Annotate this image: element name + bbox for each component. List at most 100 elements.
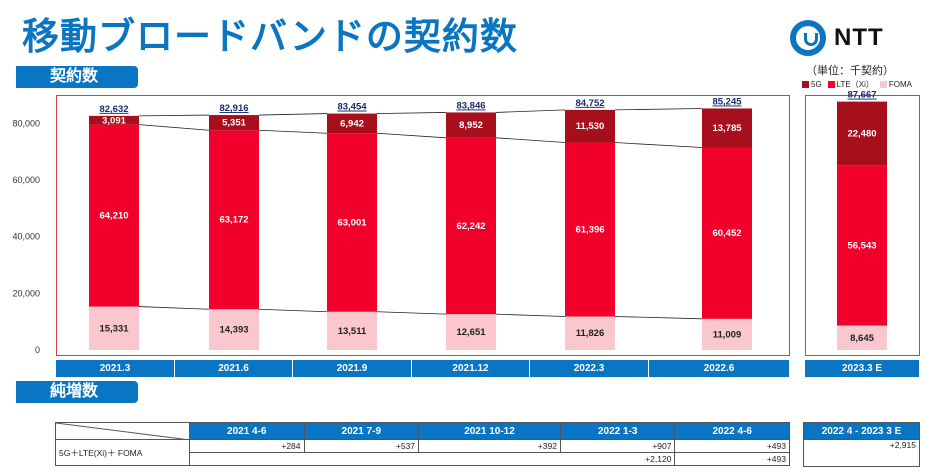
bar-segment-5g (327, 113, 377, 134)
data-label: 8,645 (850, 333, 874, 344)
connector-line-top (614, 108, 703, 111)
total-label: 87,667 (847, 90, 876, 101)
bar-segment-5g (565, 109, 615, 143)
connector-line-lte (495, 137, 566, 143)
net-table-corner-cell (55, 422, 190, 440)
connector-line-foma (258, 308, 328, 313)
bar-segment-ltexi (446, 137, 496, 315)
total-label: 85,245 (712, 96, 742, 107)
connector-line-top (376, 112, 447, 114)
net-table-cell: +392 (418, 439, 561, 453)
net-forecast-header-row: 2022 4 - 2023 3 E (803, 422, 920, 440)
net-table-row-quarterly: 5G＋LTE(Xi)＋ FOMA +284 +537 +392 +907 +49… (55, 439, 790, 466)
data-label: 13,785 (712, 123, 742, 134)
data-label: 3,091 (102, 115, 126, 126)
connector-line-foma (614, 316, 703, 320)
net-table-row-label: 5G＋LTE(Xi)＋ FOMA (55, 439, 190, 466)
data-label: 15,331 (99, 323, 129, 334)
y-tick-label: 20,000 (12, 288, 40, 298)
connector-line-foma (376, 311, 447, 315)
data-label: 14,393 (219, 325, 248, 336)
data-label: 6,942 (340, 118, 364, 129)
data-label: 61,396 (575, 225, 604, 236)
net-table-header: 2022 1-3 (559, 422, 676, 440)
net-table-row-annual: +2,120 +493 (56, 452, 790, 466)
total-label: 84,752 (575, 98, 604, 109)
bar-segment-foma (327, 311, 377, 350)
total-label: 83,846 (456, 100, 485, 111)
net-table-cell-fy2021: +2,120 (188, 452, 676, 466)
bar-segment-foma (565, 316, 615, 350)
bar-segment-5g (209, 115, 259, 131)
y-tick-label: 0 (35, 345, 40, 355)
legend-label-5g: 5G (811, 80, 822, 89)
total-label: 82,632 (99, 104, 128, 115)
section-tab-contracts: 契約数 (16, 66, 138, 88)
data-label: 11,530 (576, 121, 605, 132)
net-table-cell: +537 (303, 439, 420, 453)
net-table-cell-fy2022: +493 (674, 452, 790, 466)
bar-segment-ltexi (702, 147, 752, 319)
data-label: 12,651 (456, 327, 486, 338)
data-label: 63,172 (219, 215, 248, 226)
period-label-2021-6: 2021.6 (175, 360, 293, 377)
data-label: 8,952 (459, 120, 483, 131)
bar-segment-foma (209, 309, 259, 350)
data-label: 56,543 (847, 240, 876, 251)
net-table-header: 2021 7-9 (303, 422, 420, 440)
section-tab-net-additions: 純増数 (16, 381, 138, 403)
legend-swatch-foma (879, 81, 887, 88)
data-label: 62,242 (456, 221, 485, 232)
bar-segment-5g (702, 108, 752, 148)
bar-segment-5g (837, 101, 887, 166)
bar-segment-foma (837, 325, 887, 350)
y-tick-label: 80,000 (12, 118, 40, 128)
net-table-cell: +493 (674, 439, 790, 453)
total-label: 82,916 (219, 103, 248, 114)
net-table-cell: +907 (559, 439, 676, 453)
connector-line-lte (138, 124, 210, 131)
data-label: 64,210 (99, 211, 128, 222)
legend-label-foma: FOMA (888, 80, 912, 89)
legend-swatch-lte (827, 81, 835, 88)
data-label: 60,452 (712, 228, 741, 239)
connector-line-foma (138, 306, 210, 310)
legend-item-lte: LTE（Xi） (827, 79, 874, 90)
connector-line-top (138, 114, 210, 117)
logo-text: NTT (834, 24, 884, 51)
ntt-logo: NTT (790, 18, 910, 58)
period-label-2021-3: 2021.3 (56, 360, 175, 377)
legend-swatch-5g (802, 81, 809, 88)
connector-line-lte (258, 129, 328, 134)
net-additions-forecast-table: 2022 4 - 2023 3 E +2,915 (803, 422, 920, 467)
bar-segment-ltexi (89, 124, 139, 307)
data-label: 22,480 (847, 128, 876, 139)
chart-panel-main (56, 95, 790, 356)
bar-segment-ltexi (209, 130, 259, 310)
data-label: 11,009 (713, 329, 742, 340)
bar-segment-foma (702, 318, 752, 350)
period-label-2022-6: 2022.6 (649, 360, 790, 377)
period-label-2023-3-e: 2023.3 E (805, 360, 920, 377)
connector-line-top (495, 109, 566, 113)
connector-line-foma (495, 313, 566, 317)
net-forecast-row: +2,915 (803, 439, 920, 467)
net-additions-table: 2021 4-6 2021 7-9 2021 10-12 2022 1-3 20… (55, 422, 790, 466)
net-table-header: 2021 10-12 (418, 422, 561, 440)
net-table-header: 2022 4-6 (674, 422, 790, 440)
net-table-header-row: 2021 4-6 2021 7-9 2021 10-12 2022 1-3 20… (55, 422, 790, 440)
bar-segment-5g (446, 112, 496, 138)
bar-segment-5g (89, 115, 139, 125)
bar-segment-foma (446, 314, 496, 350)
y-tick-label: 40,000 (12, 232, 40, 242)
data-label: 13,511 (338, 326, 367, 337)
bar-segment-ltexi (565, 142, 615, 317)
diagonal-line-icon (56, 423, 183, 439)
chart-legend: 5G LTE（Xi） FOMA (802, 79, 912, 90)
connector-line-top (258, 113, 328, 116)
y-tick-label: 60,000 (12, 175, 40, 185)
data-label: 63,001 (337, 217, 367, 228)
period-label-2021-12: 2021.12 (412, 360, 530, 377)
bar-segment-ltexi (837, 165, 887, 326)
